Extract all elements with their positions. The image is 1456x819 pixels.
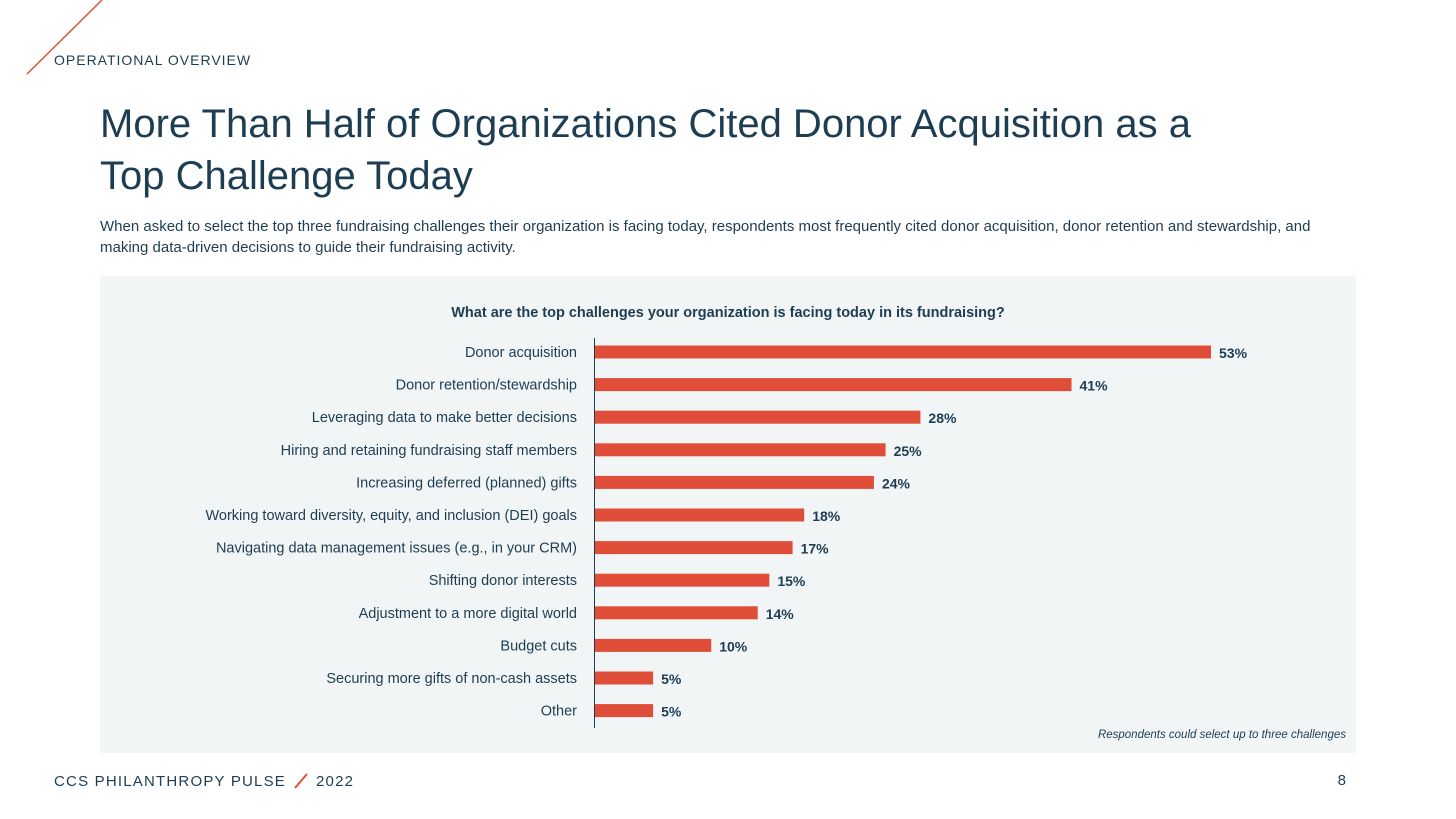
- bar: [595, 410, 921, 424]
- bar: [595, 704, 654, 718]
- value-label: 14%: [766, 606, 795, 622]
- category-label: Securing more gifts of non-cash assets: [326, 671, 577, 687]
- category-label: Budget cuts: [500, 638, 577, 654]
- category-label: Other: [541, 704, 577, 720]
- bar: [595, 443, 886, 457]
- value-label: 41%: [1080, 378, 1109, 394]
- chart-title: What are the top challenges your organiz…: [451, 305, 1005, 321]
- category-label: Donor retention/stewardship: [396, 378, 577, 394]
- chart-panel: What are the top challenges your organiz…: [100, 276, 1356, 753]
- bar: [595, 573, 770, 587]
- corner-accent-line: [26, 0, 103, 75]
- value-label: 17%: [801, 541, 830, 557]
- bar: [595, 508, 805, 522]
- category-label: Leveraging data to make better decisions: [312, 410, 577, 426]
- page-number: 8: [1337, 772, 1346, 789]
- bar: [595, 671, 654, 685]
- value-label: 10%: [719, 638, 748, 654]
- value-label: 24%: [882, 475, 911, 491]
- value-label: 5%: [661, 704, 682, 720]
- footer-year: 2022: [316, 772, 355, 790]
- value-label: 25%: [894, 443, 923, 459]
- page-title: More Than Half of Organizations Cited Do…: [100, 98, 1360, 202]
- page-subtitle: When asked to select the top three fundr…: [100, 218, 1311, 256]
- bar: [595, 638, 712, 652]
- title-line-2: Top Challenge Today: [100, 154, 473, 198]
- value-label: 5%: [661, 671, 682, 687]
- bar: [595, 378, 1072, 392]
- footer-brand: CCS PHILANTHROPY PULSE 2022: [54, 772, 354, 790]
- bar-chart: What are the top challenges your organiz…: [205, 305, 1346, 741]
- category-label: Donor acquisition: [465, 345, 577, 361]
- category-label: Adjustment to a more digital world: [359, 606, 577, 622]
- chart-footnote: Respondents could select up to three cha…: [1098, 729, 1346, 741]
- slash-icon: [294, 773, 308, 789]
- bar: [595, 541, 793, 555]
- category-label: Hiring and retaining fundraising staff m…: [281, 443, 577, 459]
- bar: [595, 475, 874, 489]
- bar: [595, 606, 758, 620]
- category-label: Shifting donor interests: [429, 573, 577, 589]
- value-label: 53%: [1219, 345, 1248, 361]
- category-label: Navigating data management issues (e.g.,…: [216, 541, 577, 557]
- section-label: OPERATIONAL OVERVIEW: [54, 52, 252, 68]
- category-label: Increasing deferred (planned) gifts: [356, 475, 577, 491]
- value-label: 18%: [812, 508, 841, 524]
- value-label: 15%: [777, 573, 806, 589]
- title-line-1: More Than Half of Organizations Cited Do…: [100, 102, 1191, 146]
- value-label: 28%: [928, 410, 957, 426]
- category-label: Working toward diversity, equity, and in…: [205, 508, 577, 524]
- footer-brand-name: CCS PHILANTHROPY PULSE: [54, 772, 287, 790]
- bar: [595, 345, 1211, 359]
